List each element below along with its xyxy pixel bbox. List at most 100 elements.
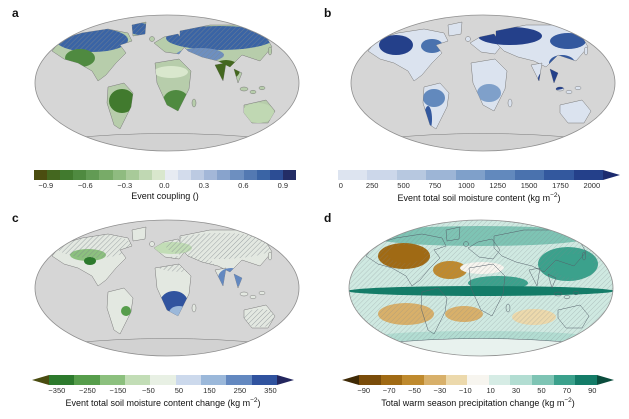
colorbar-segment bbox=[151, 170, 165, 180]
colorbar-right-arrow bbox=[602, 170, 620, 180]
panel-b-colorbar: 0 250 500 750 1000 1250 1500 1750 2000 Event tota… bbox=[338, 170, 620, 203]
colorbar-tick: −50 bbox=[408, 386, 421, 395]
panel-b: b 0 250 500 750 1000 1250 1500 1750 2000 Event to… bbox=[316, 4, 622, 209]
colorbar-tick: 0.3 bbox=[198, 181, 210, 190]
colorbar-segment bbox=[230, 170, 244, 180]
colorbar-tick: −70 bbox=[382, 386, 396, 395]
colorbar-segment bbox=[455, 170, 486, 180]
colorbar-segment bbox=[423, 375, 446, 385]
colorbar-tick: −250 bbox=[78, 386, 96, 395]
colorbar-tick: −50 bbox=[142, 386, 155, 395]
colorbar-bar bbox=[32, 375, 294, 385]
colorbar-tick: 50 bbox=[537, 386, 546, 395]
colorbar-segment bbox=[49, 375, 75, 385]
panel-c: c −350 −250 −150 −50 50 150 250 350 Event total … bbox=[4, 209, 310, 414]
colorbar-segment bbox=[445, 375, 468, 385]
colorbar-tick: 0.6 bbox=[238, 181, 249, 190]
colorbar-segment bbox=[175, 375, 201, 385]
panel-d-colorbar: −90 −70 −50 −30 −10 10 30 50 70 90 Total warm seas… bbox=[342, 375, 615, 408]
colorbar-bar bbox=[342, 375, 615, 385]
colorbar-tick: −0.6 bbox=[77, 181, 93, 190]
panel-b-letter: b bbox=[324, 6, 332, 20]
panel-c-colorbar: −350 −250 −150 −50 50 150 250 350 Event total so… bbox=[32, 375, 294, 408]
colorbar-segment bbox=[138, 170, 152, 180]
colorbar-segment bbox=[47, 170, 61, 180]
colorbar-tick: 90 bbox=[588, 386, 597, 395]
colorbar-segment bbox=[86, 170, 100, 180]
colorbar-bar bbox=[338, 170, 620, 180]
colorbar-tick: 10 bbox=[486, 386, 495, 395]
colorbar-segment bbox=[402, 375, 424, 385]
colorbar-segment bbox=[112, 170, 126, 180]
colorbar-tick: 500 bbox=[397, 181, 410, 190]
colorbar-segment bbox=[359, 375, 381, 385]
colorbar-segment bbox=[60, 170, 74, 180]
colorbar-segment bbox=[178, 170, 192, 180]
panel-a: a −0.9 −0.6 −0.3 0.0 0.3 0.6 0.9 Event coupling… bbox=[4, 4, 310, 209]
colorbar-right-arrow bbox=[597, 375, 615, 385]
colorbar-segment bbox=[150, 375, 176, 385]
colorbar-segment bbox=[532, 375, 554, 385]
colorbar-tick: 250 bbox=[233, 386, 247, 395]
colorbar-segment bbox=[251, 375, 277, 385]
colorbar-tick: 1750 bbox=[552, 181, 569, 190]
colorbar-tick: 1500 bbox=[520, 181, 538, 190]
colorbar-segment bbox=[282, 170, 296, 180]
colorbar-segment bbox=[164, 170, 179, 180]
colorbar-segment bbox=[380, 375, 403, 385]
colorbar-tick: 350 bbox=[264, 386, 277, 395]
colorbar-segment bbox=[510, 375, 533, 385]
colorbar-segment bbox=[200, 375, 227, 385]
colorbar-segment bbox=[243, 170, 257, 180]
colorbar-segment bbox=[338, 170, 368, 180]
colorbar-tick: −0.3 bbox=[117, 181, 133, 190]
colorbar-segment bbox=[99, 375, 125, 385]
colorbar-segment bbox=[256, 170, 270, 180]
colorbar-segment bbox=[544, 170, 574, 180]
colorbar-ticks: −350 −250 −150 −50 50 150 250 350 bbox=[32, 386, 294, 395]
colorbar-segment bbox=[553, 375, 576, 385]
colorbar-tick: 70 bbox=[562, 386, 572, 395]
colorbar-segment bbox=[573, 170, 603, 180]
panel-d: d −90 −70 −50 −30 −10 10 30 50 70 90 Total warm se… bbox=[316, 209, 622, 414]
colorbar-tick: −10 bbox=[458, 386, 472, 395]
colorbar-tick: 750 bbox=[428, 181, 442, 190]
colorbar-segment bbox=[74, 375, 100, 385]
colorbar-segment bbox=[125, 170, 139, 180]
colorbar-tick: −350 bbox=[48, 386, 66, 395]
colorbar-segment bbox=[204, 170, 218, 180]
panel-b-map bbox=[350, 14, 616, 152]
colorbar-label: Total warm season precipitation change (… bbox=[381, 397, 575, 408]
colorbar-segment bbox=[124, 375, 151, 385]
colorbar-tick: −150 bbox=[109, 386, 127, 395]
colorbar-tick: 250 bbox=[365, 181, 379, 190]
colorbar-segment bbox=[226, 375, 252, 385]
colorbar-segment bbox=[217, 170, 231, 180]
colorbar-tick: 2000 bbox=[583, 181, 601, 190]
panel-a-colorbar: −0.9 −0.6 −0.3 0.0 0.3 0.6 0.9 Event coupling (… bbox=[34, 170, 296, 201]
colorbar-segment bbox=[73, 170, 87, 180]
panel-c-letter: c bbox=[12, 211, 19, 225]
colorbar-segment bbox=[191, 170, 205, 180]
colorbar-tick: 150 bbox=[203, 386, 216, 395]
colorbar-segment bbox=[467, 375, 489, 385]
colorbar-label: Event total soil moisture content (kg m−… bbox=[397, 192, 561, 203]
colorbar-segment bbox=[485, 170, 515, 180]
colorbar-bar bbox=[34, 170, 296, 180]
colorbar-tick: 0.0 bbox=[159, 181, 170, 190]
colorbar-segment bbox=[426, 170, 456, 180]
colorbar-tick: −90 bbox=[357, 386, 371, 395]
colorbar-segment bbox=[99, 170, 113, 180]
colorbar-tick: −0.9 bbox=[38, 181, 54, 190]
colorbar-tick: 30 bbox=[511, 386, 521, 395]
colorbar-tick: 0 bbox=[338, 181, 343, 190]
panel-a-map bbox=[34, 14, 300, 152]
colorbar-ticks: 0 250 500 750 1000 1250 1500 1750 2000 bbox=[338, 181, 620, 190]
colorbar-tick: −30 bbox=[433, 386, 447, 395]
colorbar-tick: 1000 bbox=[457, 181, 475, 190]
panel-a-letter: a bbox=[12, 6, 19, 20]
colorbar-left-arrow bbox=[32, 375, 49, 385]
colorbar-left-arrow bbox=[342, 375, 359, 385]
colorbar-segment bbox=[269, 170, 283, 180]
